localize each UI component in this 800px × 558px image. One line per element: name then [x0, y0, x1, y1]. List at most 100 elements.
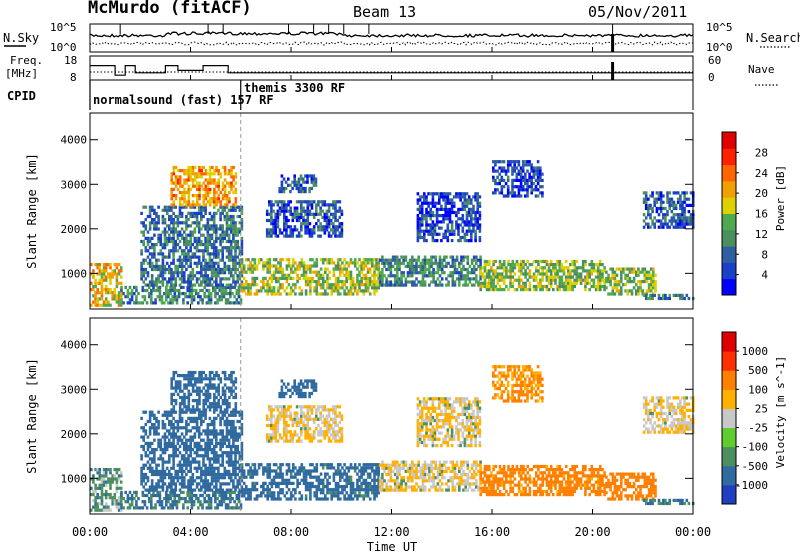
- velocity-echo-cell: [200, 467, 203, 470]
- velocity-echo-cell: [221, 445, 224, 448]
- power-echo-cell: [467, 259, 470, 262]
- power-echo-cell: [164, 218, 167, 221]
- velocity-echo-cell: [228, 482, 231, 485]
- velocity-echo-cell: [230, 476, 233, 479]
- velocity-echo-cell: [129, 506, 132, 509]
- velocity-echo-cell: [145, 464, 148, 467]
- power-echo-cell: [644, 268, 647, 271]
- power-echo-cell: [400, 277, 403, 280]
- velocity-echo-cell: [170, 396, 173, 399]
- power-echo-cell: [316, 258, 319, 261]
- power-echo-cell: [425, 198, 428, 201]
- power-echo-cell: [509, 272, 512, 275]
- power-echo-cell: [277, 222, 280, 225]
- velocity-echo-cell: [215, 485, 218, 488]
- power-echo-cell: [185, 227, 188, 230]
- power-echo-cell: [339, 274, 342, 277]
- velocity-echo-cell: [94, 484, 97, 487]
- power-echo-cell: [198, 237, 201, 240]
- power-echo-cell: [177, 218, 180, 221]
- velocity-echo-cell: [182, 506, 185, 509]
- power-echo-cell: [179, 240, 182, 243]
- power-echo-cell: [193, 295, 196, 298]
- power-echo-cell: [114, 269, 117, 272]
- power-echo-cell: [571, 276, 574, 279]
- power-echo-cell: [200, 262, 203, 265]
- power-echo-cell: [653, 294, 656, 297]
- power-echo-cell: [469, 265, 472, 268]
- power-echo-cell: [447, 223, 450, 226]
- power-echo-cell: [373, 292, 376, 295]
- power-echo-cell: [298, 231, 301, 234]
- power-echo-cell: [645, 216, 648, 219]
- power-echo-cell: [168, 252, 171, 255]
- power-echo-cell: [472, 227, 475, 230]
- velocity-echo-cell: [221, 457, 224, 460]
- power-echo-cell: [563, 272, 566, 275]
- power-echo-cell: [181, 203, 184, 206]
- power-echo-cell: [454, 262, 457, 265]
- power-echo-cell: [311, 203, 314, 206]
- power-echo-cell: [150, 298, 153, 301]
- velocity-echo-cell: [166, 489, 169, 492]
- power-echo-cell: [301, 292, 304, 295]
- power-echo-cell: [652, 277, 655, 280]
- power-echo-cell: [524, 176, 527, 179]
- power-echo-cell: [224, 178, 227, 181]
- power-echo-cell: [109, 263, 112, 266]
- power-echo-cell: [398, 259, 401, 262]
- velocity-echo-cell: [170, 402, 173, 405]
- power-echo-cell: [109, 282, 112, 285]
- power-echo-cell: [468, 227, 471, 230]
- power-echo-cell: [221, 284, 224, 287]
- velocity-echo-cell: [217, 470, 220, 473]
- power-echo-cell: [530, 179, 533, 182]
- velocity-echo-cell: [166, 417, 169, 420]
- power-echo-cell: [479, 288, 482, 291]
- velocity-echo-cell: [163, 506, 166, 509]
- power-echo-cell: [324, 271, 327, 274]
- power-echo-cell: [224, 237, 227, 240]
- noise-search-trace: [90, 42, 693, 45]
- power-echo-cell: [224, 185, 227, 188]
- power-echo-cell: [215, 203, 218, 206]
- power-echo-cell: [322, 283, 325, 286]
- velocity-echo-cell: [192, 448, 195, 451]
- velocity-echo-cell: [133, 497, 136, 500]
- power-echo-cell: [230, 243, 233, 246]
- power-echo-cell: [109, 266, 112, 269]
- power-echo-cell: [140, 249, 143, 252]
- power-echo-cell: [154, 301, 157, 304]
- power-echo-cell: [219, 280, 222, 283]
- velocity-echo-cell: [204, 476, 207, 479]
- power-echo-cell: [649, 213, 652, 216]
- power-echo-cell: [423, 236, 426, 239]
- power-echo-cell: [315, 178, 318, 181]
- power-echo-cell: [187, 218, 190, 221]
- power-echo-cell: [660, 210, 663, 213]
- power-echo-cell: [177, 237, 180, 240]
- power-echo-cell: [381, 280, 384, 283]
- velocity-echo-cell: [101, 496, 104, 499]
- power-echo-cell: [234, 284, 237, 287]
- velocity-echo-cell: [207, 451, 210, 454]
- power-echo-cell: [228, 191, 231, 194]
- power-echo-cell: [550, 272, 553, 275]
- power-echo-cell: [650, 289, 653, 292]
- power-echo-cell: [149, 259, 152, 262]
- power-echo-cell: [440, 239, 443, 242]
- power-echo-cell: [371, 261, 374, 264]
- velocity-echo-cell: [109, 509, 112, 512]
- power-echo-cell: [458, 284, 461, 287]
- power-echo-cell: [220, 172, 223, 175]
- power-echo-cell: [341, 222, 344, 225]
- power-echo-cell: [270, 216, 273, 219]
- velocity-echo-cell: [144, 500, 147, 503]
- velocity-echo-cell: [217, 457, 220, 460]
- power-echo-cell: [561, 279, 564, 282]
- range-tick-label: 1000: [61, 267, 88, 280]
- velocity-echo-cell: [161, 503, 164, 506]
- power-echo-cell: [191, 292, 194, 295]
- power-echo-cell: [474, 214, 477, 217]
- power-echo-cell: [194, 178, 197, 181]
